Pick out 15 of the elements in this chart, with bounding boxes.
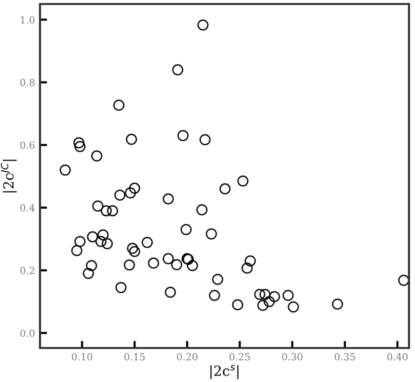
x-axis-title: |2c$^{s}$| xyxy=(210,365,238,380)
x-tick-label: 0.30 xyxy=(282,353,302,360)
y-tick-label: 1.0 xyxy=(20,16,34,24)
y-tick-label: 0.4 xyxy=(20,204,35,212)
y-tick-label: 0.0 xyxy=(20,329,34,337)
y-tick-label: 0.8 xyxy=(20,78,34,86)
x-tick-label: 0.10 xyxy=(72,353,92,360)
x-tick-label: 0.15 xyxy=(124,353,145,360)
x-tick-label: 0.35 xyxy=(334,353,355,360)
x-tick-label: 0.25 xyxy=(230,353,250,360)
x-tick-label: 0.40 xyxy=(387,353,408,360)
y-tick-label: 0.6 xyxy=(20,141,35,149)
y-axis-title: |2c$^{JC}$| xyxy=(0,160,17,192)
x-tick-label: 0.20 xyxy=(176,353,198,360)
y-tick-label: 0.2 xyxy=(20,266,34,274)
